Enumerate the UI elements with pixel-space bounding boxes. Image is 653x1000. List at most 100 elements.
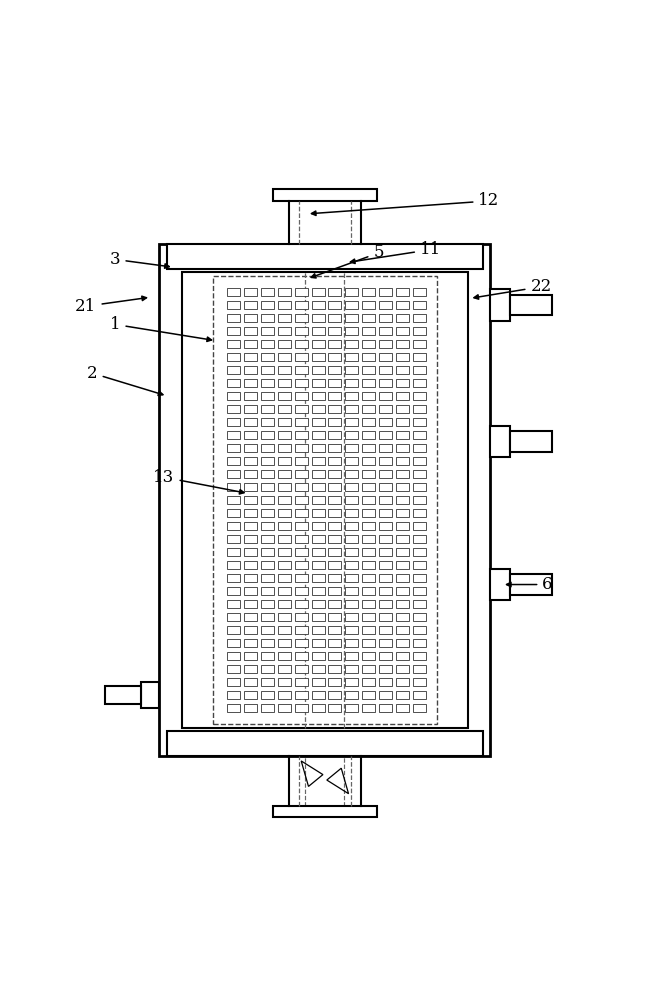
- Bar: [328, 574, 342, 582]
- Bar: [295, 431, 308, 439]
- Bar: [362, 301, 375, 309]
- Bar: [295, 665, 308, 673]
- Bar: [278, 639, 291, 647]
- Bar: [295, 587, 308, 595]
- Bar: [345, 340, 358, 348]
- Bar: [278, 652, 291, 660]
- Bar: [244, 314, 257, 322]
- Bar: [227, 561, 240, 569]
- Bar: [311, 548, 325, 556]
- Bar: [413, 314, 426, 322]
- Bar: [413, 548, 426, 556]
- Bar: [413, 522, 426, 530]
- Bar: [244, 366, 257, 374]
- Bar: [413, 457, 426, 465]
- Bar: [295, 457, 308, 465]
- Bar: [244, 574, 257, 582]
- Bar: [295, 548, 308, 556]
- Bar: [261, 548, 274, 556]
- Bar: [396, 548, 409, 556]
- Bar: [328, 613, 342, 621]
- Bar: [311, 288, 325, 296]
- Bar: [379, 652, 392, 660]
- Bar: [311, 704, 325, 712]
- Bar: [167, 731, 483, 756]
- Bar: [379, 496, 392, 504]
- Bar: [278, 392, 291, 400]
- Bar: [105, 686, 141, 704]
- Bar: [227, 327, 240, 335]
- Bar: [396, 574, 409, 582]
- Bar: [328, 483, 342, 491]
- Bar: [278, 314, 291, 322]
- Bar: [278, 301, 291, 309]
- Bar: [396, 587, 409, 595]
- Bar: [362, 470, 375, 478]
- Bar: [328, 678, 342, 686]
- Bar: [362, 340, 375, 348]
- Bar: [379, 574, 392, 582]
- Bar: [362, 587, 375, 595]
- Bar: [295, 379, 308, 387]
- Bar: [413, 496, 426, 504]
- Bar: [328, 301, 342, 309]
- Bar: [295, 639, 308, 647]
- Bar: [278, 483, 291, 491]
- Bar: [261, 509, 274, 517]
- Bar: [244, 288, 257, 296]
- Bar: [311, 652, 325, 660]
- Bar: [261, 522, 274, 530]
- Bar: [278, 327, 291, 335]
- Bar: [227, 613, 240, 621]
- Bar: [396, 457, 409, 465]
- Bar: [362, 418, 375, 426]
- Bar: [345, 587, 358, 595]
- Bar: [227, 600, 240, 608]
- Bar: [278, 665, 291, 673]
- Bar: [261, 379, 274, 387]
- Bar: [227, 704, 240, 712]
- Bar: [396, 600, 409, 608]
- Bar: [362, 561, 375, 569]
- Bar: [328, 340, 342, 348]
- Bar: [413, 652, 426, 660]
- Text: 11: 11: [351, 241, 441, 264]
- Bar: [328, 522, 342, 530]
- Bar: [396, 665, 409, 673]
- Bar: [227, 652, 240, 660]
- Bar: [413, 366, 426, 374]
- Bar: [396, 509, 409, 517]
- Bar: [379, 483, 392, 491]
- Bar: [261, 431, 274, 439]
- Bar: [244, 340, 257, 348]
- Bar: [396, 392, 409, 400]
- Bar: [396, 353, 409, 361]
- Bar: [295, 691, 308, 699]
- Bar: [379, 535, 392, 543]
- Bar: [261, 366, 274, 374]
- Bar: [413, 288, 426, 296]
- Bar: [244, 327, 257, 335]
- Bar: [295, 301, 308, 309]
- Bar: [311, 405, 325, 413]
- Bar: [278, 626, 291, 634]
- Bar: [278, 353, 291, 361]
- Bar: [261, 470, 274, 478]
- Bar: [328, 639, 342, 647]
- Bar: [362, 405, 375, 413]
- Bar: [396, 626, 409, 634]
- Bar: [227, 405, 240, 413]
- Bar: [396, 691, 409, 699]
- Bar: [396, 366, 409, 374]
- Bar: [379, 340, 392, 348]
- Bar: [311, 470, 325, 478]
- Bar: [396, 678, 409, 686]
- Bar: [328, 288, 342, 296]
- Bar: [311, 665, 325, 673]
- Bar: [328, 548, 342, 556]
- Bar: [311, 431, 325, 439]
- Bar: [413, 431, 426, 439]
- Bar: [278, 470, 291, 478]
- Bar: [227, 366, 240, 374]
- Bar: [362, 574, 375, 582]
